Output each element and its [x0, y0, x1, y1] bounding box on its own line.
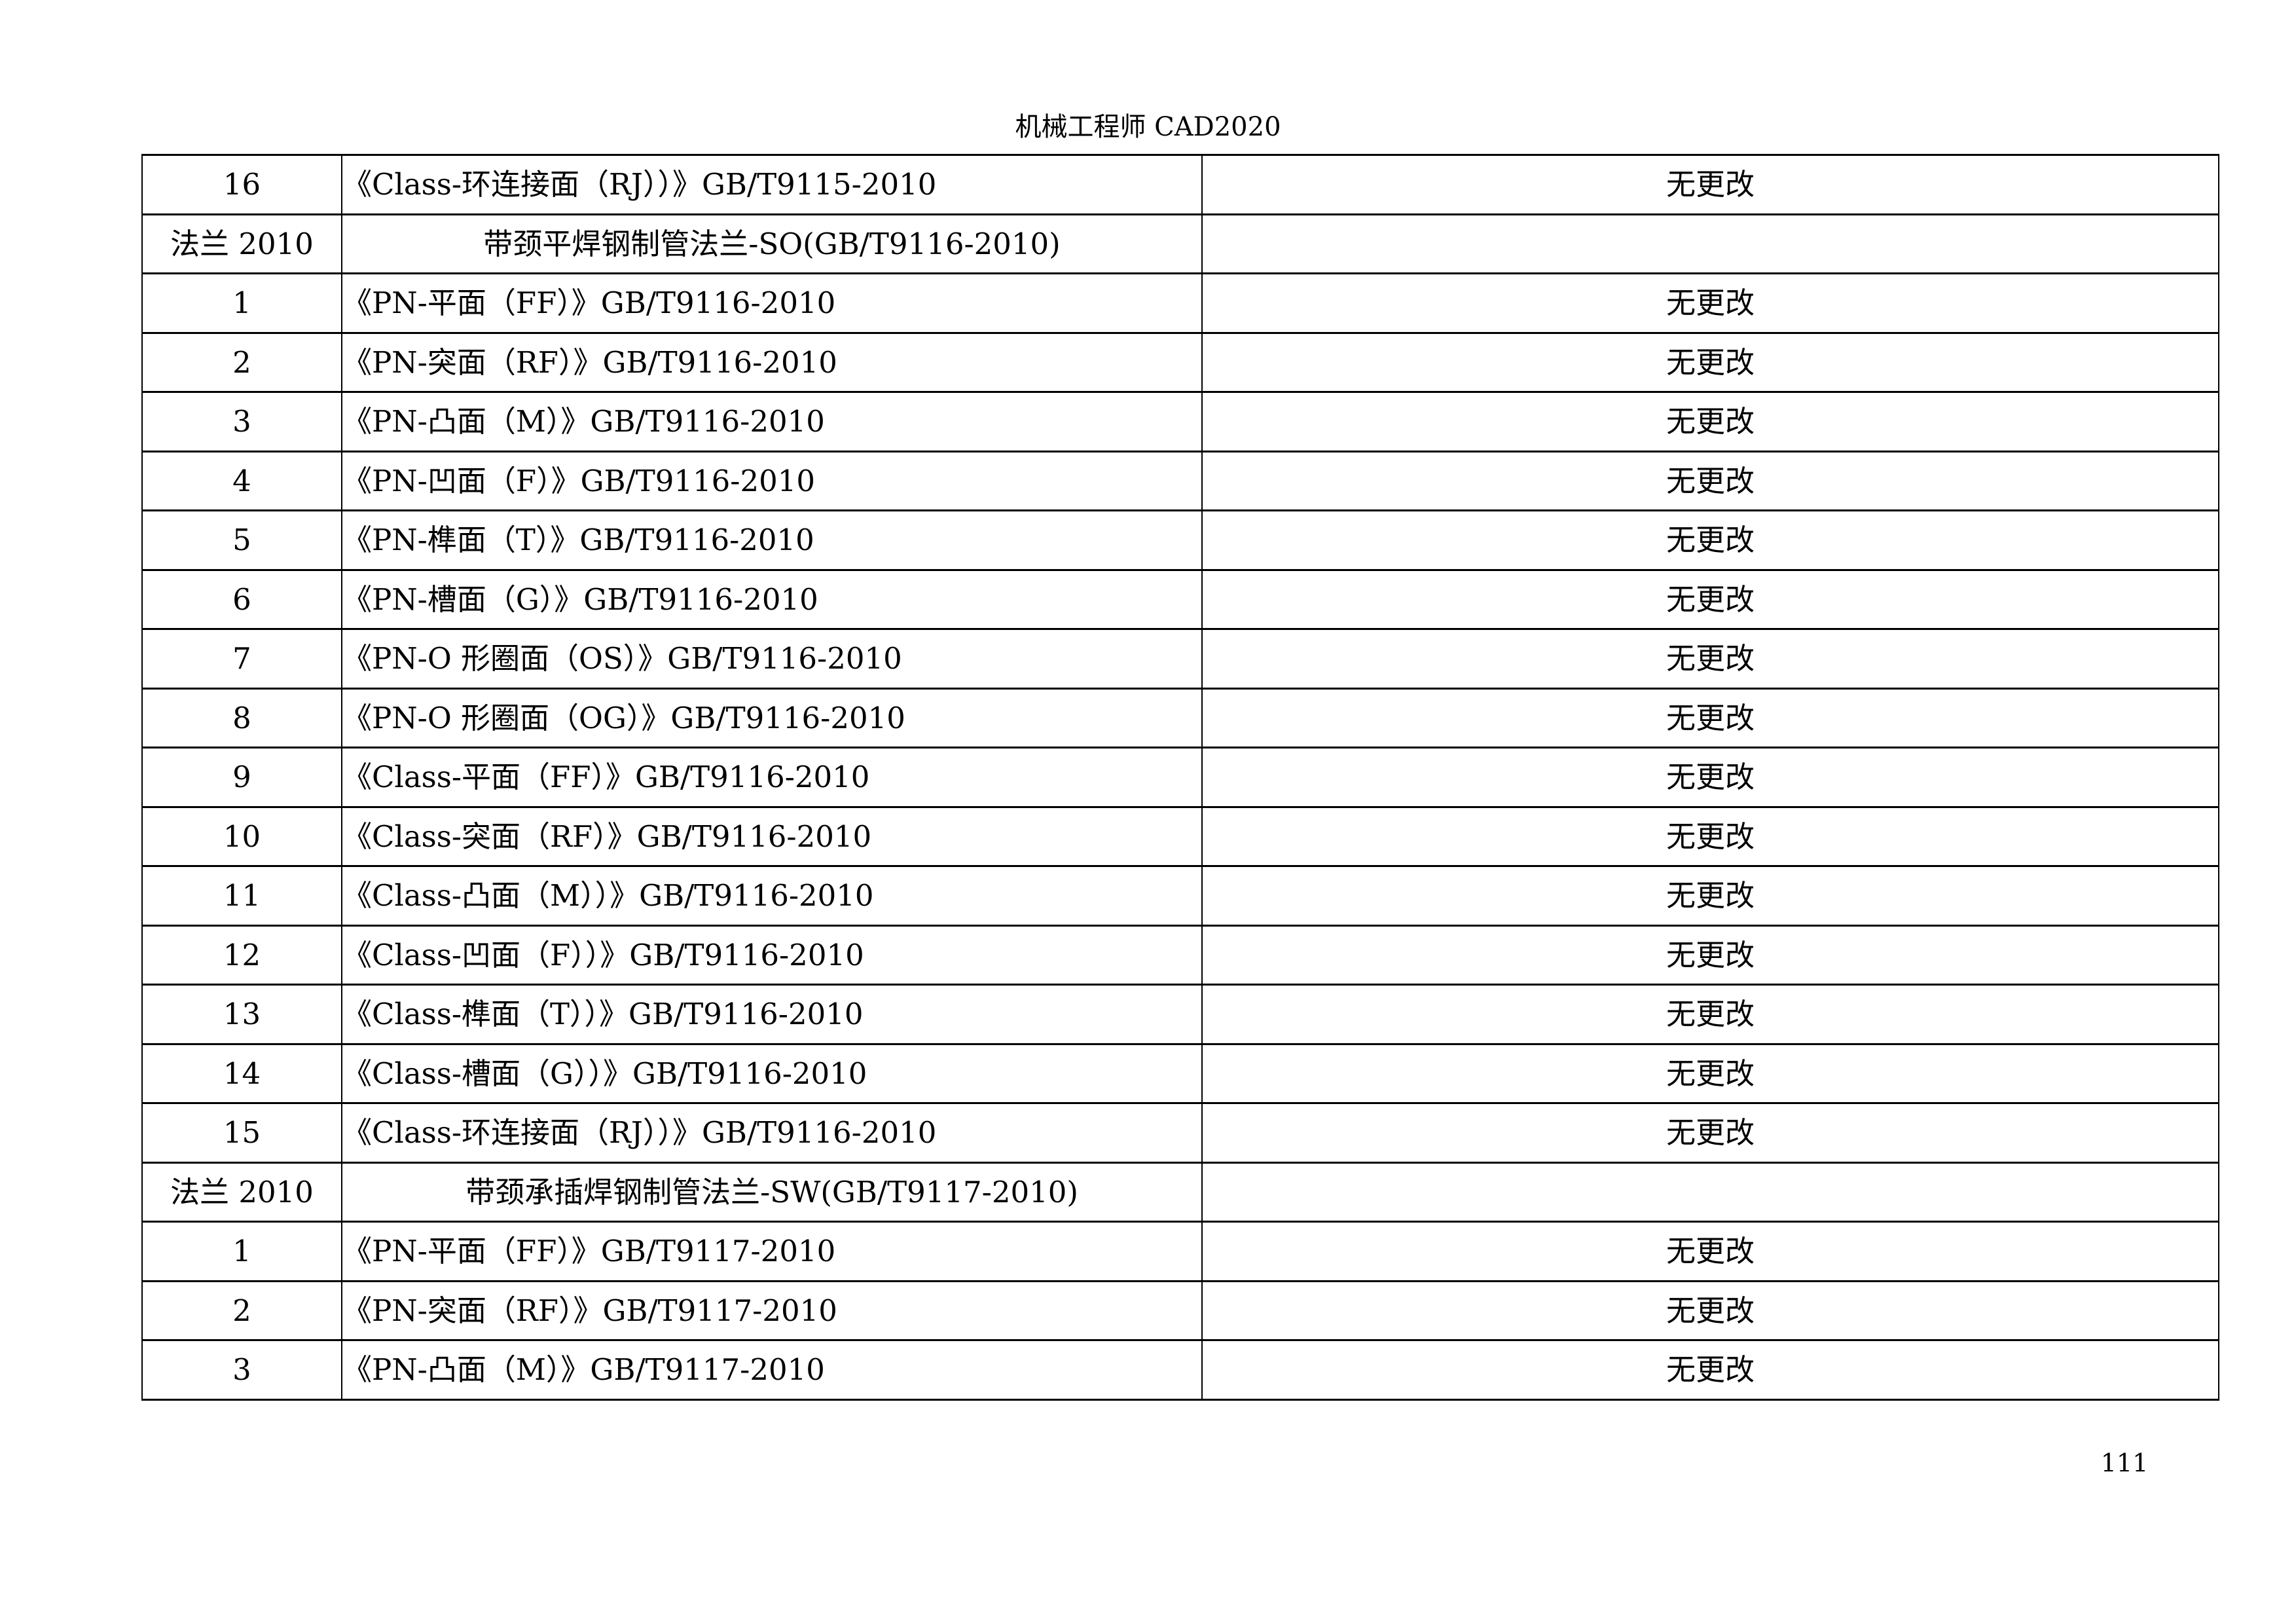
- table-row: 2 《PN-突面（RF）》GB/T9117-2010 无更改: [141, 1280, 2219, 1341]
- row-standard-title-cell: 《Class-平面（FF）》GB/T9116-2010: [341, 747, 1203, 808]
- table-row: 4 《PN-凹面（F）》GB/T9116-2010 无更改: [141, 450, 2219, 511]
- row-change-status-cell: 无更改: [1201, 509, 2219, 571]
- row-change-status-cell: 无更改: [1201, 1339, 2219, 1401]
- row-index-cell: 7: [141, 628, 342, 690]
- table-row: 12 《Class-凹面（F））》GB/T9116-2010 无更改: [141, 924, 2219, 986]
- row-index-cell: 6: [141, 568, 342, 630]
- row-index-cell: 法兰 2010: [141, 213, 342, 274]
- row-index-cell: 2: [141, 331, 342, 393]
- table-row: 法兰 2010 带颈平焊钢制管法兰-SO(GB/T9116-2010): [141, 213, 2219, 274]
- table-row: 6 《PN-槽面（G）》GB/T9116-2010 无更改: [141, 568, 2219, 630]
- row-change-status-cell: 无更改: [1201, 331, 2219, 393]
- row-standard-title-cell: 《PN-O 形圈面（OS）》GB/T9116-2010: [341, 628, 1203, 690]
- row-index-cell: 法兰 2010: [141, 1161, 342, 1223]
- standards-table: 16 《Class-环连接面（RJ））》GB/T9115-2010 无更改 法兰 20…: [141, 154, 2219, 1401]
- row-standard-title-cell: 《PN-突面（RF）》GB/T9116-2010: [341, 331, 1203, 393]
- table-row: 10 《Class-突面（RF）》GB/T9116-2010 无更改: [141, 805, 2219, 867]
- row-change-status-cell: 无更改: [1201, 391, 2219, 452]
- row-change-status-cell: [1201, 1161, 2219, 1223]
- row-change-status-cell: 无更改: [1201, 1221, 2219, 1282]
- table-row: 1 《PN-平面（FF）》GB/T9116-2010 无更改: [141, 272, 2219, 334]
- row-standard-title-cell: 带颈平焊钢制管法兰-SO(GB/T9116-2010): [341, 213, 1203, 274]
- table-row: 3 《PN-凸面（M）》GB/T9117-2010 无更改: [141, 1339, 2219, 1401]
- row-change-status-cell: 无更改: [1201, 272, 2219, 334]
- row-change-status-cell: 无更改: [1201, 687, 2219, 748]
- table-row: 7 《PN-O 形圈面（OS）》GB/T9116-2010 无更改: [141, 628, 2219, 690]
- row-standard-title-cell: 《PN-凸面（M）》GB/T9116-2010: [341, 391, 1203, 452]
- row-standard-title-cell: 《Class-槽面（G））》GB/T9116-2010: [341, 1043, 1203, 1104]
- row-standard-title-cell: 《Class-凸面（M））》GB/T9116-2010: [341, 865, 1203, 927]
- row-standard-title-cell: 《Class-榫面（T））》GB/T9116-2010: [341, 984, 1203, 1045]
- row-standard-title-cell: 《PN-凹面（F）》GB/T9116-2010: [341, 450, 1203, 511]
- table-row: 9 《Class-平面（FF）》GB/T9116-2010 无更改: [141, 747, 2219, 808]
- row-index-cell: 8: [141, 687, 342, 748]
- row-standard-title-cell: 《PN-平面（FF）》GB/T9117-2010: [341, 1221, 1203, 1282]
- row-index-cell: 14: [141, 1043, 342, 1104]
- row-standard-title-cell: 《Class-凹面（F））》GB/T9116-2010: [341, 924, 1203, 986]
- row-index-cell: 3: [141, 391, 342, 452]
- row-change-status-cell: 无更改: [1201, 1280, 2219, 1341]
- table-row: 1 《PN-平面（FF）》GB/T9117-2010 无更改: [141, 1221, 2219, 1282]
- row-standard-title-cell: 《Class-环连接面（RJ））》GB/T9116-2010: [341, 1102, 1203, 1164]
- row-standard-title-cell: 《PN-O 形圈面（OG）》GB/T9116-2010: [341, 687, 1203, 748]
- row-standard-title-cell: 《PN-突面（RF）》GB/T9117-2010: [341, 1280, 1203, 1341]
- row-change-status-cell: 无更改: [1201, 154, 2219, 215]
- row-standard-title-cell: 《PN-平面（FF）》GB/T9116-2010: [341, 272, 1203, 334]
- row-change-status-cell: 无更改: [1201, 865, 2219, 927]
- row-index-cell: 12: [141, 924, 342, 986]
- row-index-cell: 4: [141, 450, 342, 511]
- row-index-cell: 13: [141, 984, 342, 1045]
- table-row: 15 《Class-环连接面（RJ））》GB/T9116-2010 无更改: [141, 1102, 2219, 1164]
- row-change-status-cell: 无更改: [1201, 1102, 2219, 1164]
- row-index-cell: 9: [141, 747, 342, 808]
- page-title: 机械工程师 CAD2020: [1015, 112, 1281, 142]
- table-row: 11 《Class-凸面（M））》GB/T9116-2010 无更改: [141, 865, 2219, 927]
- page-number: 111: [2100, 1449, 2149, 1477]
- row-change-status-cell: 无更改: [1201, 805, 2219, 867]
- row-index-cell: 1: [141, 272, 342, 334]
- row-standard-title-cell: 《PN-榫面（T）》GB/T9116-2010: [341, 509, 1203, 571]
- row-index-cell: 10: [141, 805, 342, 867]
- row-index-cell: 15: [141, 1102, 342, 1164]
- row-index-cell: 3: [141, 1339, 342, 1401]
- row-change-status-cell: 无更改: [1201, 747, 2219, 808]
- row-index-cell: 1: [141, 1221, 342, 1282]
- row-change-status-cell: 无更改: [1201, 450, 2219, 511]
- table-row: 3 《PN-凸面（M）》GB/T9116-2010 无更改: [141, 391, 2219, 452]
- table-row: 2 《PN-突面（RF）》GB/T9116-2010 无更改: [141, 331, 2219, 393]
- row-standard-title-cell: 《Class-环连接面（RJ））》GB/T9115-2010: [341, 154, 1203, 215]
- table-row: 法兰 2010 带颈承插焊钢制管法兰-SW(GB/T9117-2010): [141, 1161, 2219, 1223]
- row-standard-title-cell: 《PN-槽面（G）》GB/T9116-2010: [341, 568, 1203, 630]
- table-row: 5 《PN-榫面（T）》GB/T9116-2010 无更改: [141, 509, 2219, 571]
- row-change-status-cell: [1201, 213, 2219, 274]
- row-standard-title-cell: 《Class-突面（RF）》GB/T9116-2010: [341, 805, 1203, 867]
- table-row: 8 《PN-O 形圈面（OG）》GB/T9116-2010 无更改: [141, 687, 2219, 748]
- row-standard-title-cell: 《PN-凸面（M）》GB/T9117-2010: [341, 1339, 1203, 1401]
- row-change-status-cell: 无更改: [1201, 984, 2219, 1045]
- row-change-status-cell: 无更改: [1201, 1043, 2219, 1104]
- table-row: 14 《Class-槽面（G））》GB/T9116-2010 无更改: [141, 1043, 2219, 1104]
- standards-table-container: 16 《Class-环连接面（RJ））》GB/T9115-2010 无更改 法兰 20…: [141, 154, 2219, 1401]
- row-standard-title-cell: 带颈承插焊钢制管法兰-SW(GB/T9117-2010): [341, 1161, 1203, 1223]
- row-index-cell: 16: [141, 154, 342, 215]
- row-change-status-cell: 无更改: [1201, 628, 2219, 690]
- row-index-cell: 2: [141, 1280, 342, 1341]
- row-change-status-cell: 无更改: [1201, 924, 2219, 986]
- row-index-cell: 11: [141, 865, 342, 927]
- standards-table-body: 16 《Class-环连接面（RJ））》GB/T9115-2010 无更改 法兰 20…: [141, 154, 2219, 1401]
- row-change-status-cell: 无更改: [1201, 568, 2219, 630]
- row-index-cell: 5: [141, 509, 342, 571]
- table-row: 13 《Class-榫面（T））》GB/T9116-2010 无更改: [141, 984, 2219, 1045]
- table-row: 16 《Class-环连接面（RJ））》GB/T9115-2010 无更改: [141, 154, 2219, 215]
